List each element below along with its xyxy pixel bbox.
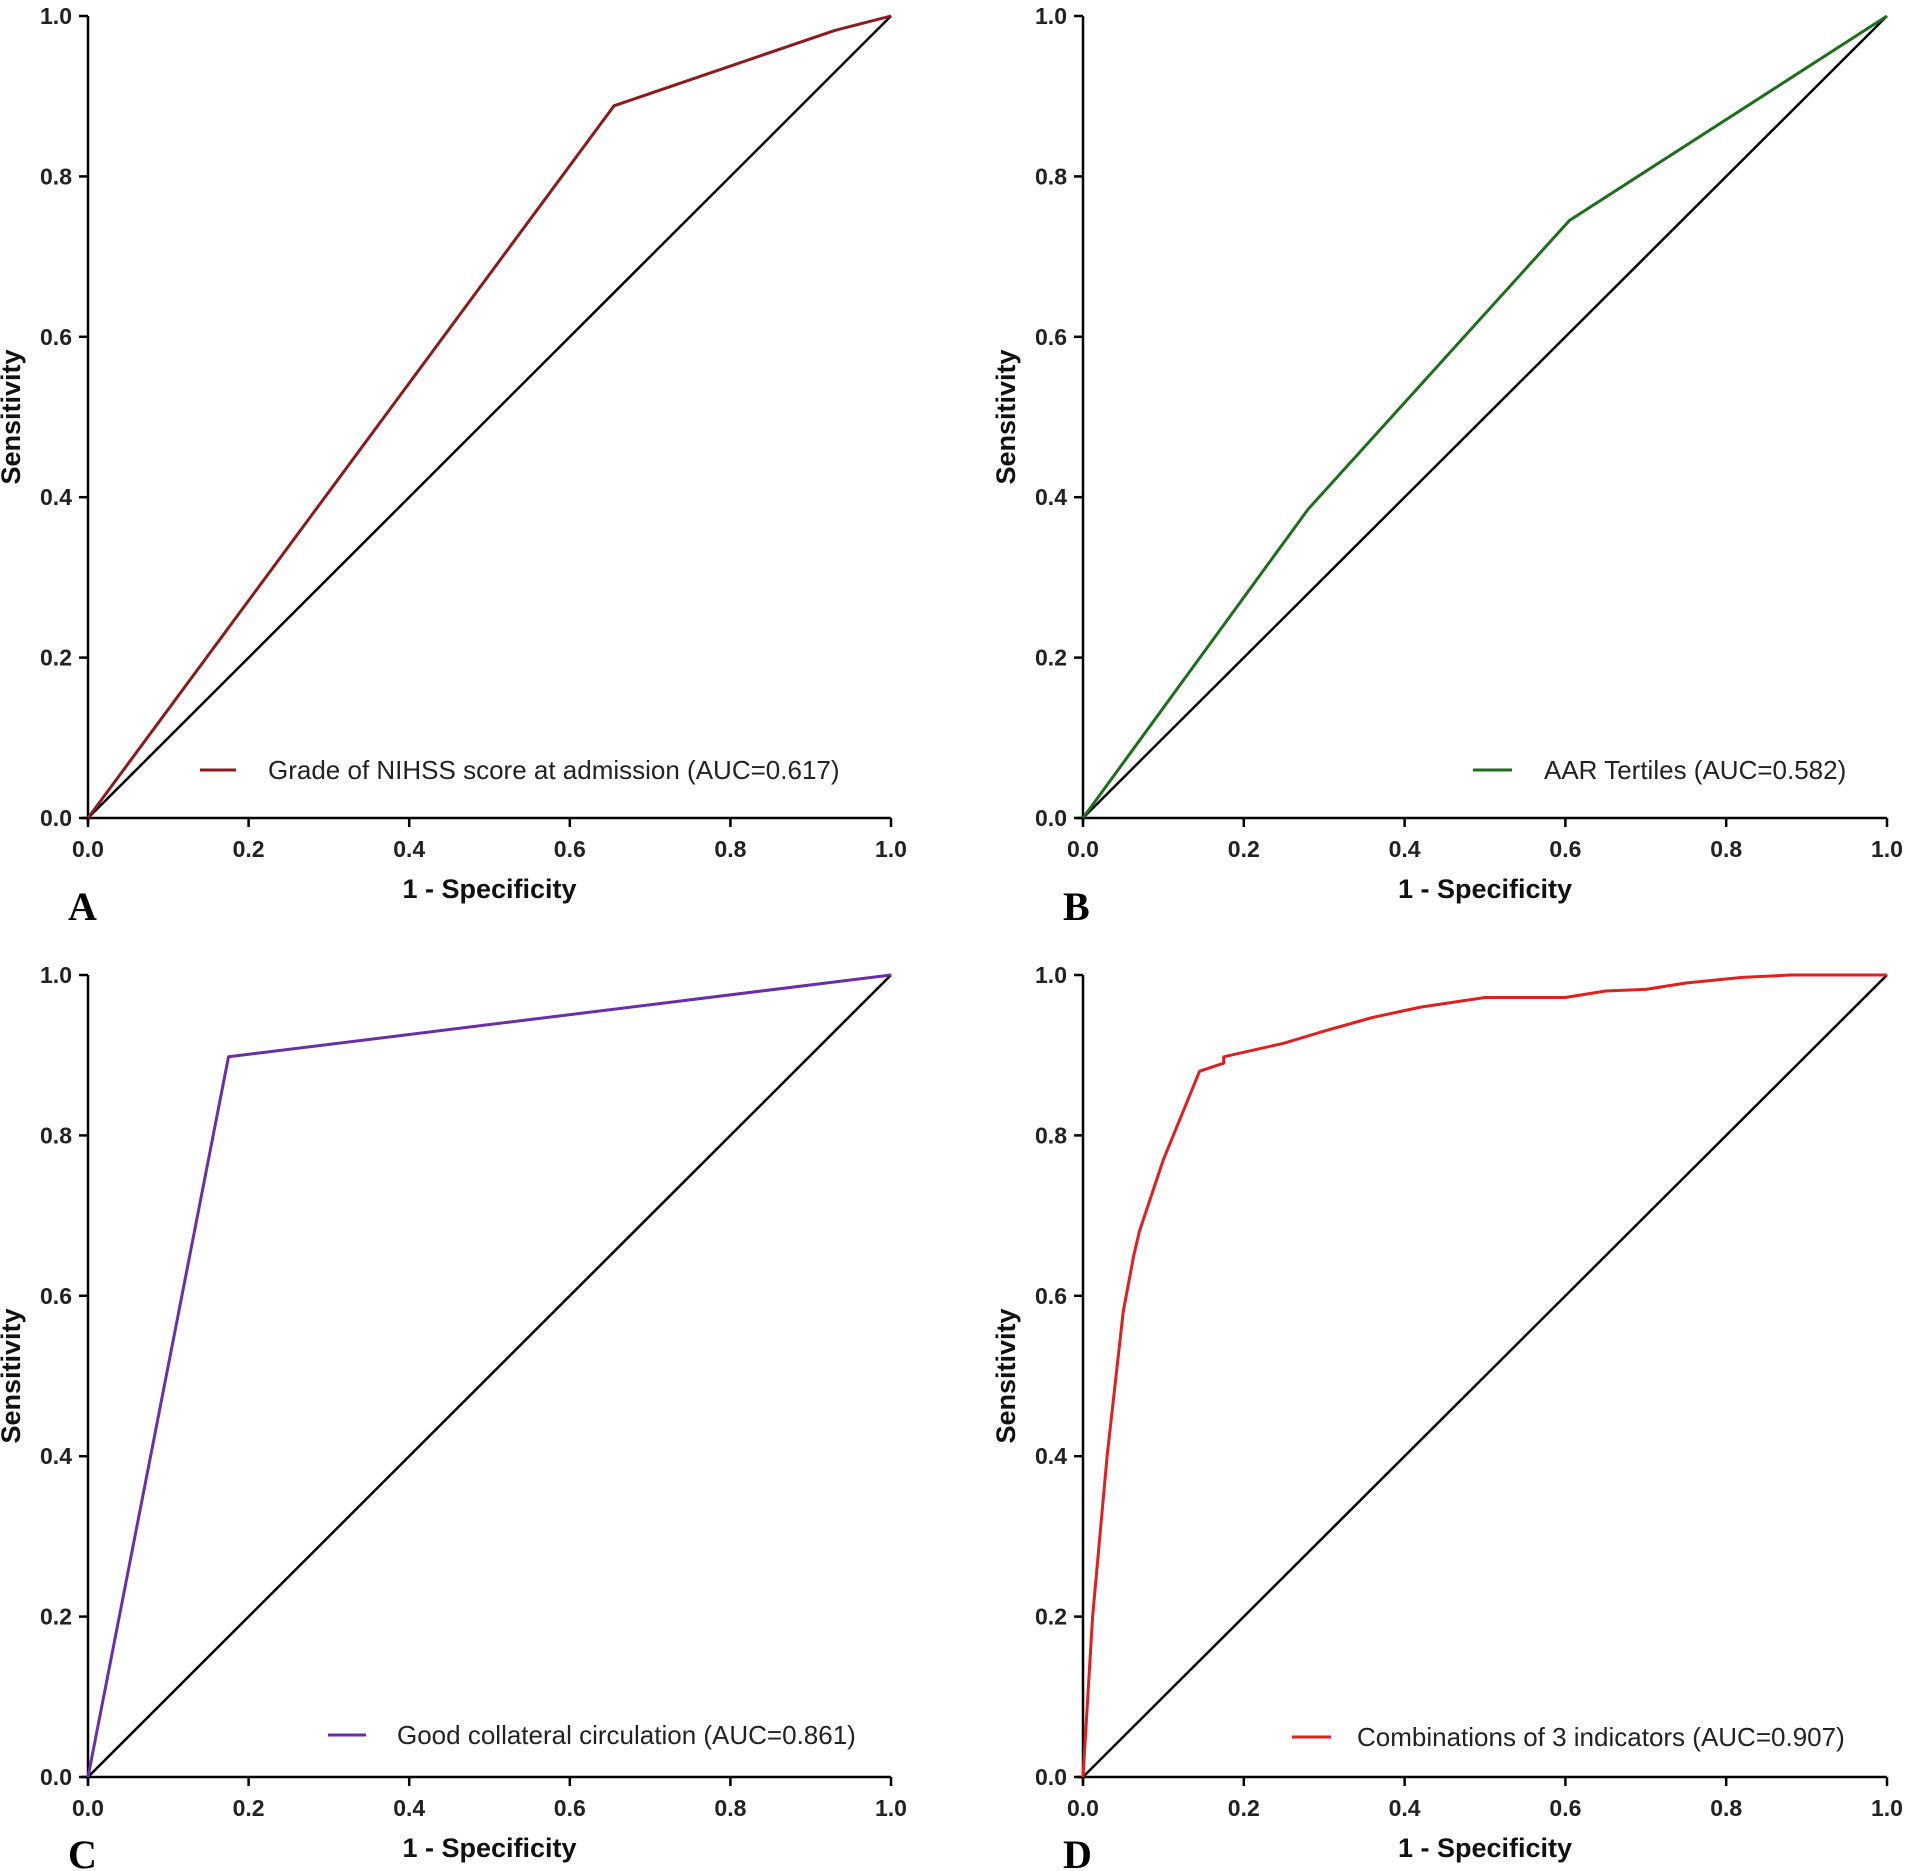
panel-d-y-tick-label: 0.6	[1035, 1283, 1067, 1309]
panel-c-y-tick-label: 0.0	[40, 1764, 72, 1790]
panel-b-y-tick-label: 0.0	[1035, 805, 1067, 831]
panel-a-x-tick-label: 0.2	[233, 836, 265, 862]
panel-d-y-tick-label: 1.0	[1035, 962, 1067, 988]
panel-d-reference-diagonal	[1082, 974, 1888, 1778]
panel-b-x-tick-label: 1.0	[1871, 836, 1903, 862]
panel-d-y-tick-label: 0.4	[1035, 1443, 1067, 1469]
panel-d-x-tick-label: 0.4	[1389, 1795, 1421, 1821]
panel-b-y-tick-label: 0.4	[1035, 484, 1067, 510]
panel-a-x-axis-label: 1 - Specificity	[402, 874, 576, 904]
panel-b-reference-diagonal	[1082, 15, 1888, 819]
panel-a-x-tick-label: 0.0	[72, 836, 104, 862]
panel-c-x-tick-label: 0.6	[554, 1795, 586, 1821]
panel-d-y-tick-label: 0.0	[1035, 1764, 1067, 1790]
panel-b-roc-curve	[1081, 14, 1888, 819]
panel-b-y-tick-label: 0.2	[1035, 645, 1067, 671]
panel-a-x-tick-label: 0.8	[714, 836, 746, 862]
panel-c-x-tick-label: 0.8	[714, 1795, 746, 1821]
panel-a-legend-label: Grade of NIHSS score at admission (AUC=0…	[268, 755, 840, 785]
panel-b-x-tick-label: 0.8	[1710, 836, 1742, 862]
panel-c-legend-label: Good collateral circulation (AUC=0.861)	[397, 1720, 856, 1750]
panel-d-letter: D	[1063, 1832, 1092, 1871]
panel-a-x-tick-label: 0.4	[393, 836, 425, 862]
panel-b-y-axis-label: Sensitivity	[991, 349, 1021, 484]
panel-a-y-tick-label: 0.2	[40, 645, 72, 671]
panel-c-y-tick-label: 1.0	[40, 962, 72, 988]
panel-c-x-tick-label: 0.0	[72, 1795, 104, 1821]
panel-c-x-tick-label: 1.0	[875, 1795, 907, 1821]
panel-b-x-axis-label: 1 - Specificity	[1398, 874, 1572, 904]
panel-b-x-tick-label: 0.2	[1228, 836, 1260, 862]
panel-d-x-tick-label: 0.2	[1228, 1795, 1260, 1821]
panel-b-x-tick-label: 0.0	[1067, 836, 1099, 862]
panel-c-letter: C	[68, 1832, 97, 1871]
panel-a-y-tick-label: 0.8	[40, 163, 72, 189]
panel-a-y-tick-label: 0.4	[40, 484, 72, 510]
panel-c-y-tick-label: 0.6	[40, 1283, 72, 1309]
panel-c-x-tick-label: 0.2	[233, 1795, 265, 1821]
panel-c-y-tick-label: 0.2	[40, 1604, 72, 1630]
panel-c-roc-curve	[86, 973, 892, 1778]
panel-a-reference-diagonal	[87, 15, 892, 819]
panel-d-y-tick-label: 0.8	[1035, 1122, 1067, 1148]
panel-c-y-axis-label: Sensitivity	[0, 1308, 26, 1443]
panel-a-y-axis-label: Sensitivity	[0, 349, 26, 484]
panel-b-y-tick-label: 0.8	[1035, 163, 1067, 189]
panel-b-y-tick-label: 0.6	[1035, 324, 1067, 350]
panel-d-x-tick-label: 0.8	[1710, 1795, 1742, 1821]
panel-a-x-tick-label: 0.6	[554, 836, 586, 862]
panel-d-x-tick-label: 0.6	[1549, 1795, 1581, 1821]
panel-d-legend-label: Combinations of 3 indicators (AUC=0.907)	[1357, 1722, 1845, 1752]
panel-c-y-tick-label: 0.4	[40, 1443, 72, 1469]
panel-d-x-tick-label: 1.0	[1871, 1795, 1903, 1821]
panel-a-y-tick-label: 0.6	[40, 324, 72, 350]
panel-d-y-tick-label: 0.2	[1035, 1604, 1067, 1630]
panel-d-x-axis-label: 1 - Specificity	[1398, 1833, 1572, 1863]
panel-c-reference-diagonal	[87, 974, 892, 1778]
panel-a-letter: A	[68, 884, 97, 929]
panel-a-x-tick-label: 1.0	[875, 836, 907, 862]
panel-b-x-tick-label: 0.4	[1389, 836, 1421, 862]
panel-d-x-tick-label: 0.0	[1067, 1795, 1099, 1821]
panel-c-x-axis-label: 1 - Specificity	[402, 1833, 576, 1863]
panel-d-roc-curve	[1081, 973, 1887, 1778]
panel-c-y-tick-label: 0.8	[40, 1122, 72, 1148]
panel-b-y-tick-label: 1.0	[1035, 3, 1067, 29]
panel-b-letter: B	[1063, 884, 1090, 929]
panel-b-legend-label: AAR Tertiles (AUC=0.582)	[1544, 755, 1846, 785]
panel-c-x-tick-label: 0.4	[393, 1795, 425, 1821]
panel-b-x-tick-label: 0.6	[1549, 836, 1581, 862]
panel-d-y-axis-label: Sensitivity	[991, 1308, 1021, 1443]
panel-a-y-tick-label: 1.0	[40, 3, 72, 29]
panel-a-roc-curve	[86, 14, 892, 819]
panel-a-y-tick-label: 0.0	[40, 805, 72, 831]
